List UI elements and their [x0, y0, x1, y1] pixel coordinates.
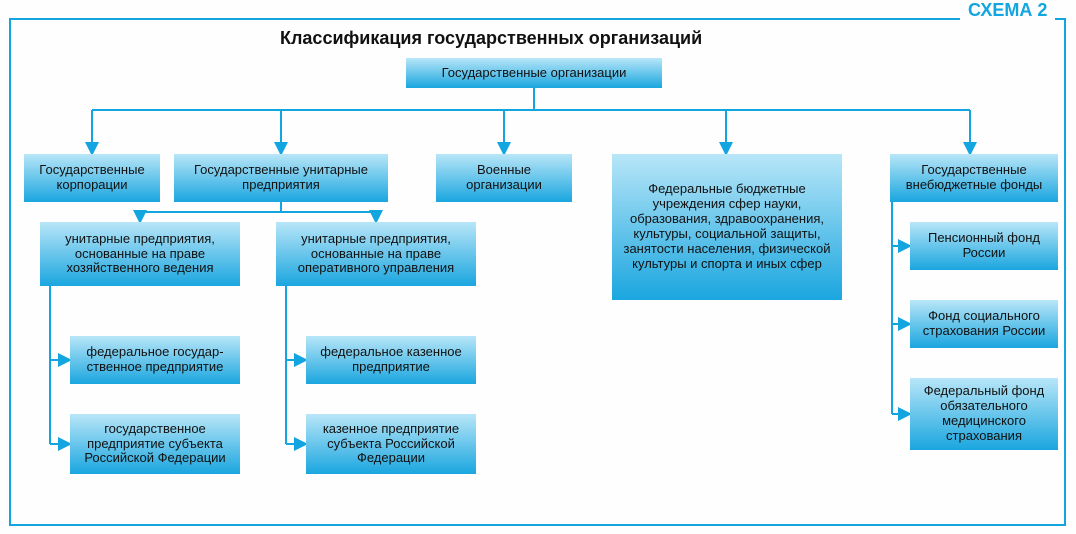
node-soc: Фонд социального страхования России [910, 300, 1058, 348]
scheme-badge: СХЕМА 2 [960, 0, 1055, 21]
node-mil: Военные организации [436, 154, 572, 202]
node-unitary: Государственные унитарные предприятия [174, 154, 388, 202]
diagram-title: Классификация государственных организаци… [280, 28, 702, 49]
node-root: Государственные организации [406, 58, 662, 88]
node-uhoz: унитарные предприятия, основанные на пра… [40, 222, 240, 286]
node-pens: Пенсионный фонд России [910, 222, 1058, 270]
node-corp: Государственные корпорации [24, 154, 160, 202]
node-gossubj: государственное предприятие субъекта Рос… [70, 414, 240, 474]
node-med: Федеральный фонд обязательного медицинск… [910, 378, 1058, 450]
node-uoper: унитарные предприятия, основанные на пра… [276, 222, 476, 286]
node-funds: Государственные внебюджетные фонды [890, 154, 1058, 202]
node-fedbud: Федеральные бюджетные учреждения сфер на… [612, 154, 842, 300]
node-kazsubj: казенное предприятие субъекта Российской… [306, 414, 476, 474]
node-fedgos: федеральное государ- ственное предприяти… [70, 336, 240, 384]
node-fedkaz: федеральное казенное предприятие [306, 336, 476, 384]
